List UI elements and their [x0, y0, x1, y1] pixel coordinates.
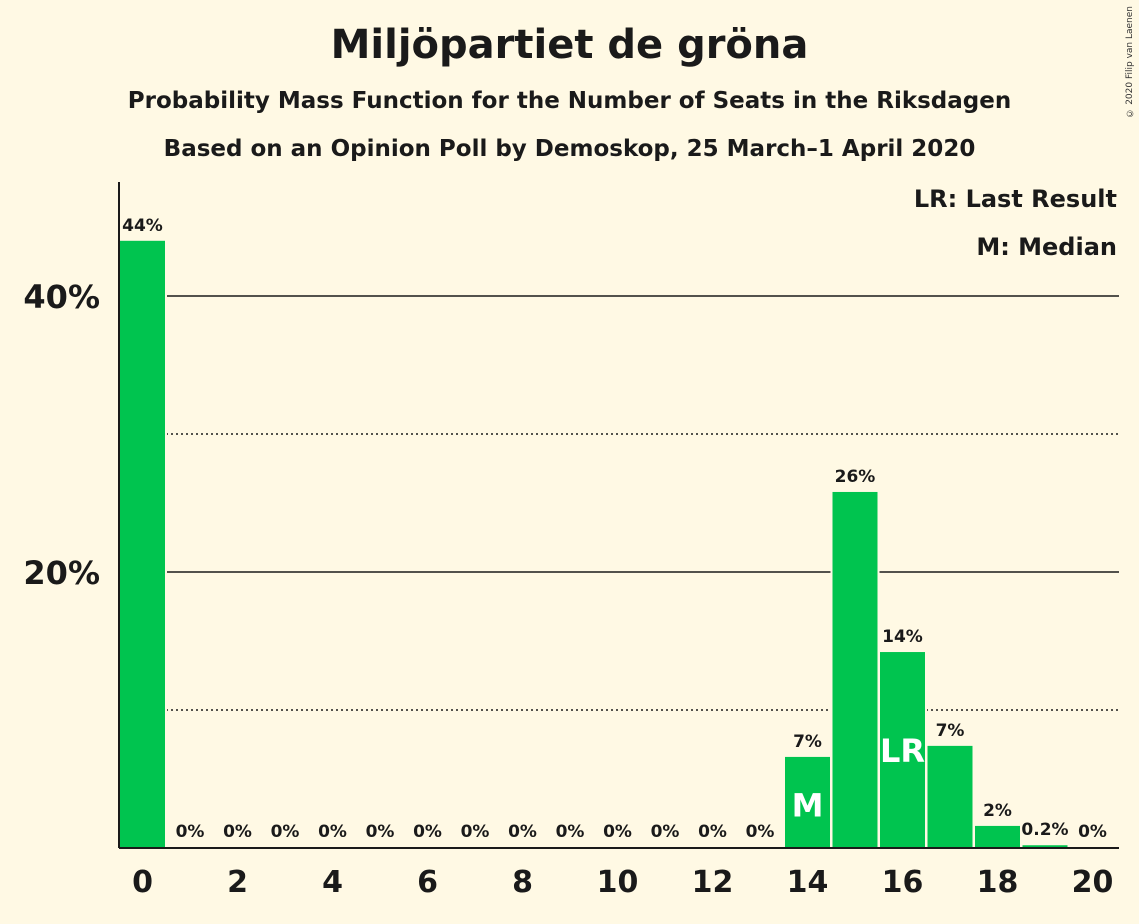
- chart-title: Miljöpartiet de gröna: [330, 22, 809, 68]
- bar-value-label: 0%: [223, 822, 252, 842]
- bar-value-label: 0%: [461, 822, 490, 842]
- bar-value-label: 0%: [603, 822, 632, 842]
- bar-value-label: 0%: [271, 822, 300, 842]
- bar: [120, 240, 165, 849]
- bar-value-label: 0%: [366, 822, 395, 842]
- x-tick-label: 16: [882, 865, 924, 900]
- x-tick-label: 0: [132, 865, 153, 900]
- x-tick-label: 2: [227, 865, 248, 900]
- x-tick-label: 4: [322, 865, 343, 900]
- bar-value-label: 0.2%: [1021, 820, 1068, 840]
- x-tick-label: 18: [977, 865, 1019, 900]
- bar: [832, 491, 878, 848]
- bar-value-label: 0%: [1078, 822, 1107, 842]
- bar: [880, 652, 925, 848]
- bar: [785, 756, 830, 848]
- bar-value-label: 7%: [793, 732, 822, 752]
- bar-value-label: 7%: [936, 721, 965, 741]
- bar: [927, 745, 973, 848]
- legend-last-result: LR: Last Result: [913, 185, 1117, 213]
- median-marker: M: [792, 786, 824, 824]
- x-tick-label: 6: [417, 865, 438, 900]
- x-tick-label: 14: [787, 865, 829, 900]
- x-tick-label: 10: [597, 865, 639, 900]
- bar-value-label: 0%: [698, 822, 727, 842]
- bar-value-label: 0%: [413, 822, 442, 842]
- bar-value-label: 0%: [651, 822, 680, 842]
- bar-value-label: 0%: [746, 822, 775, 842]
- chart-subtitle-source: Based on an Opinion Poll by Demoskop, 25…: [163, 136, 976, 162]
- bar-value-label: 2%: [983, 801, 1012, 821]
- bar-value-label: 26%: [835, 467, 876, 487]
- legend-median: M: Median: [976, 233, 1117, 261]
- bar-value-label: 0%: [556, 822, 585, 842]
- bar-value-label: 0%: [508, 822, 537, 842]
- y-tick-label: 40%: [23, 278, 100, 316]
- bar: [1022, 845, 1068, 848]
- y-tick-label: 20%: [23, 554, 100, 592]
- bar-value-label: 0%: [318, 822, 347, 842]
- x-tick-label: 20: [1072, 865, 1114, 900]
- bar-value-label: 14%: [882, 627, 923, 647]
- bar-value-label: 44%: [122, 216, 163, 236]
- chart-subtitle: Probability Mass Function for the Number…: [127, 88, 1012, 114]
- bar: [975, 825, 1020, 848]
- bar-value-label: 0%: [176, 822, 205, 842]
- x-tick-label: 8: [512, 865, 533, 900]
- x-tick-label: 12: [692, 865, 734, 900]
- last-result-marker: LR: [880, 732, 925, 770]
